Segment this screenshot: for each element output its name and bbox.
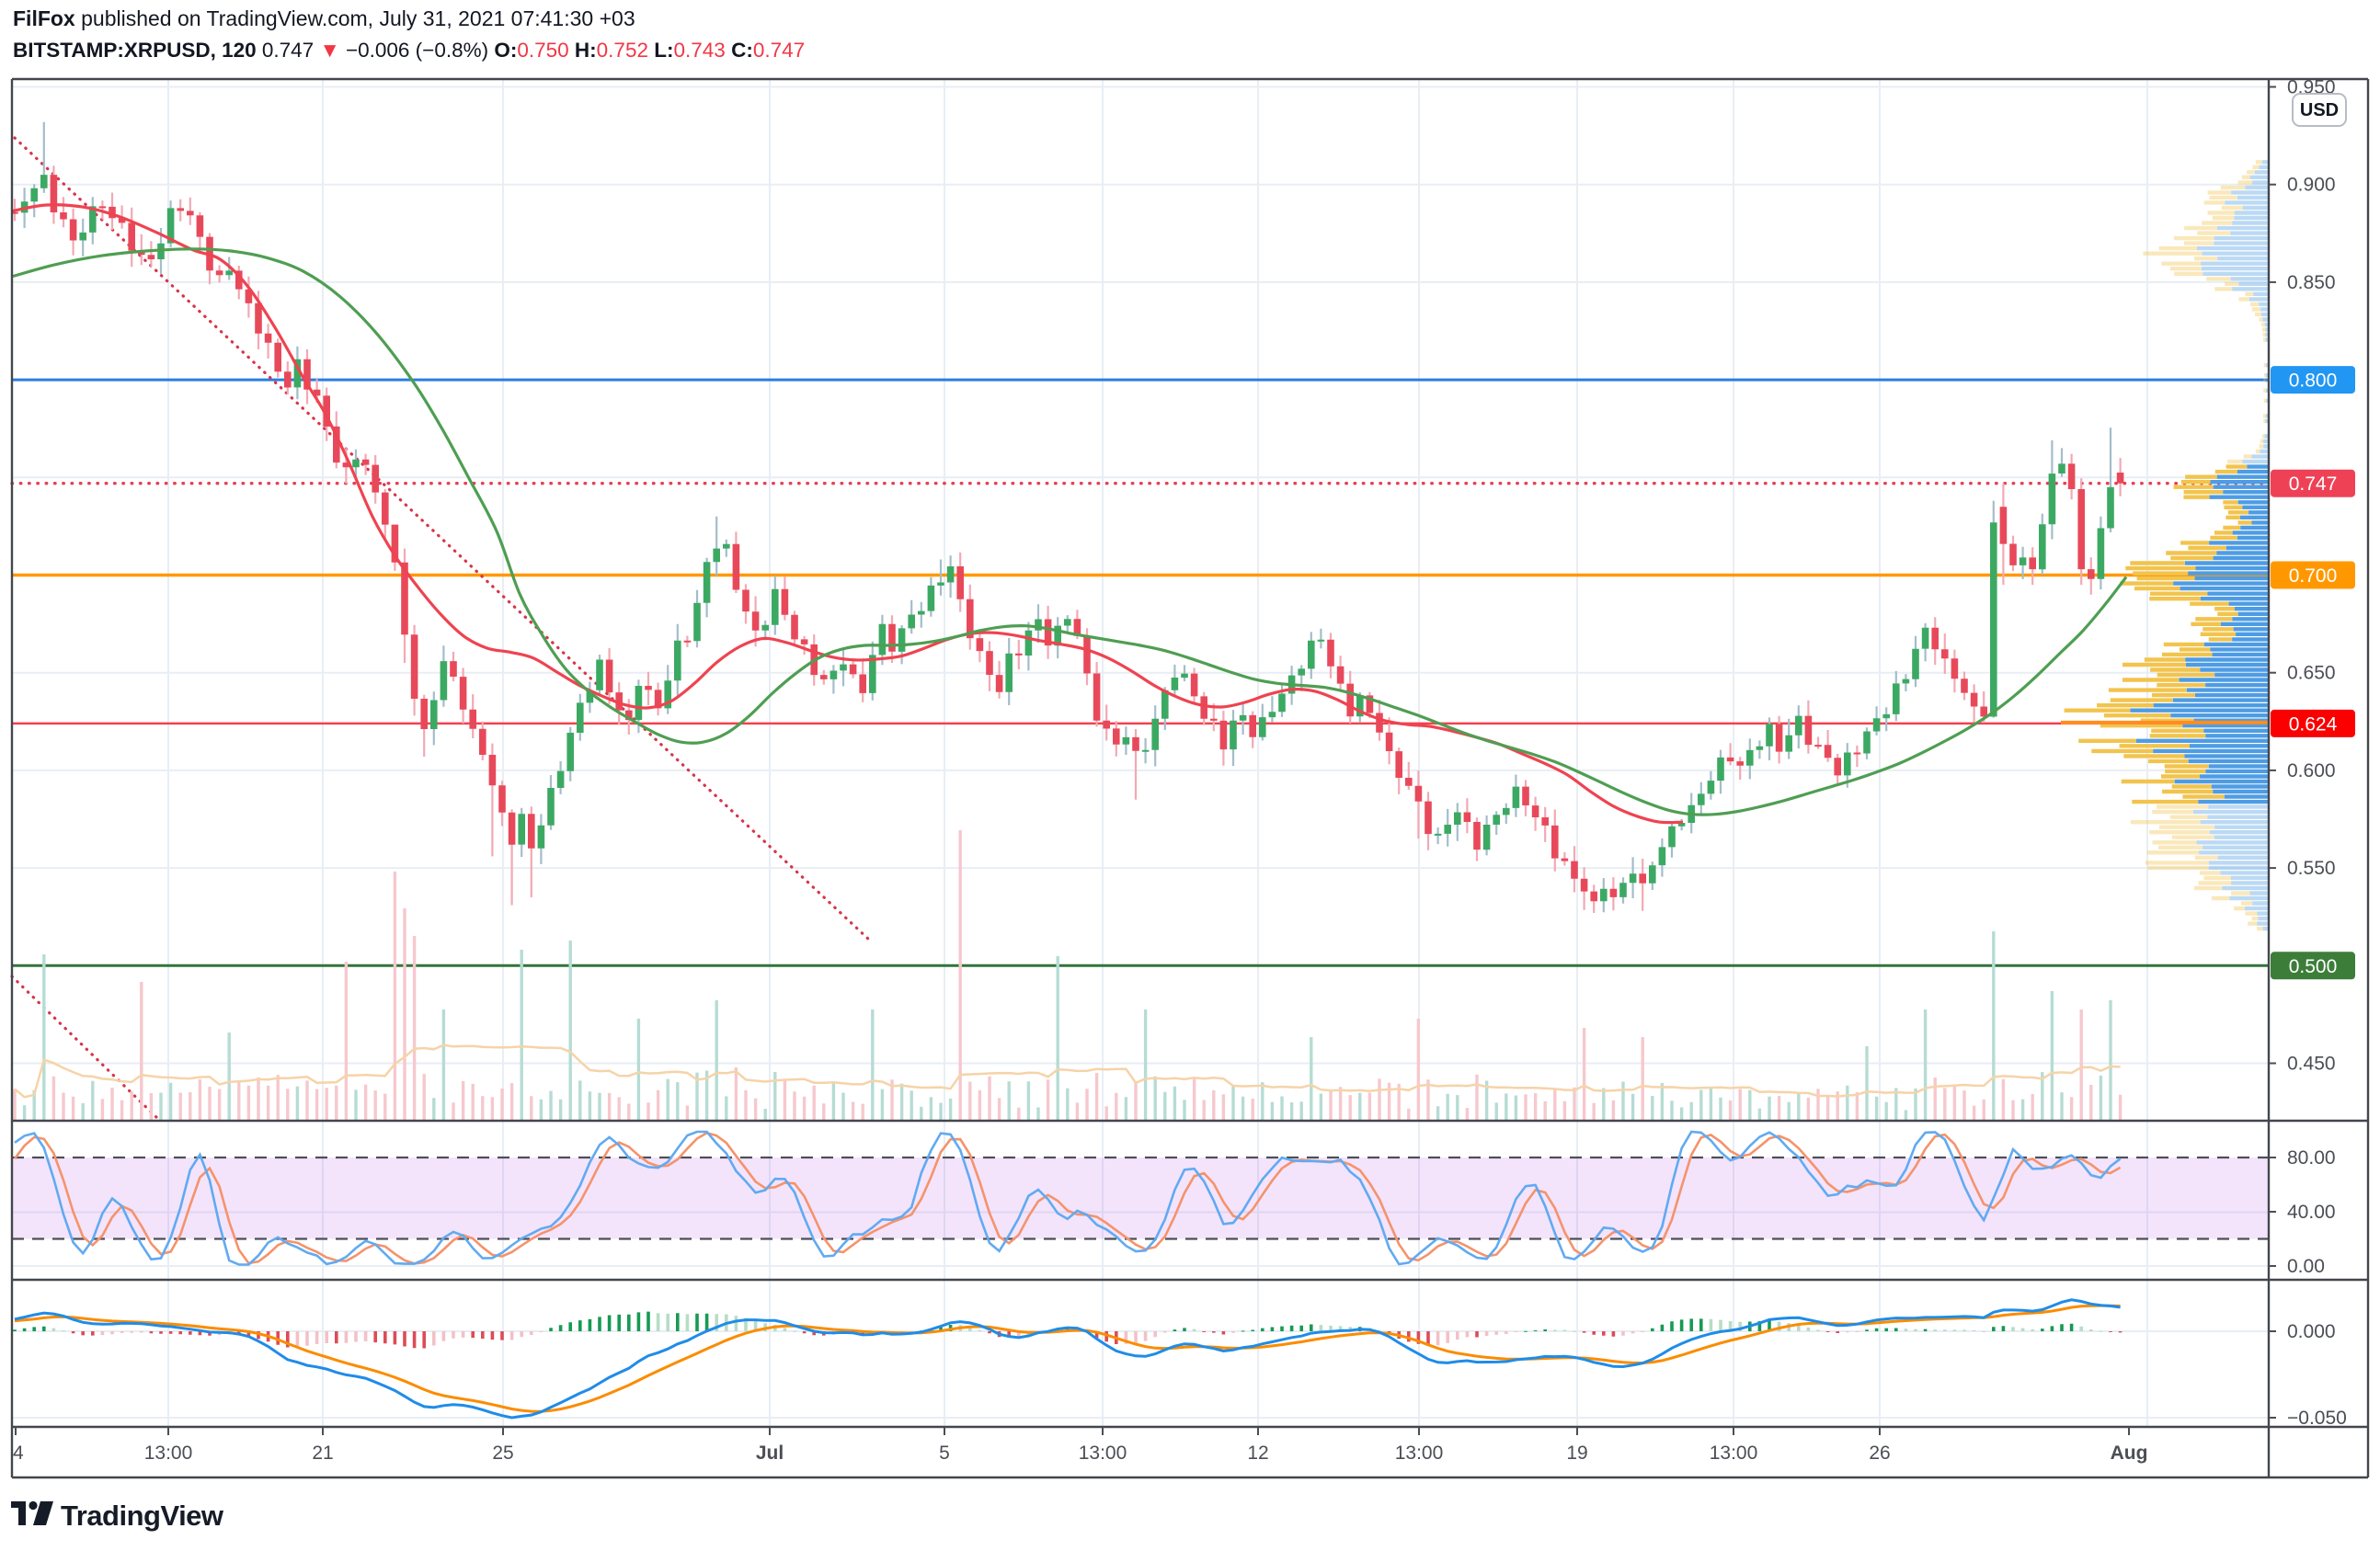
svg-text:0.550: 0.550 — [2287, 858, 2336, 879]
svg-text:TradingView: TradingView — [61, 1500, 224, 1532]
svg-text:19: 19 — [1566, 1443, 1587, 1464]
svg-text:−0.050: −0.050 — [2287, 1408, 2347, 1429]
svg-text:5: 5 — [939, 1443, 950, 1464]
svg-text:26: 26 — [1869, 1443, 1890, 1464]
svg-text:USD: USD — [2300, 100, 2339, 120]
svg-text:0.850: 0.850 — [2287, 272, 2336, 293]
svg-text:Jul: Jul — [756, 1443, 784, 1464]
svg-text:0.900: 0.900 — [2287, 175, 2336, 196]
svg-text:12: 12 — [1247, 1443, 1268, 1464]
svg-text:0.600: 0.600 — [2287, 760, 2336, 781]
svg-text:0.00: 0.00 — [2287, 1256, 2325, 1277]
svg-text:0.747: 0.747 — [2289, 473, 2338, 495]
svg-text:FilFox published on TradingVie: FilFox published on TradingView.com, Jul… — [13, 6, 635, 30]
svg-text:13:00: 13:00 — [1079, 1443, 1127, 1464]
svg-text:40.00: 40.00 — [2287, 1202, 2336, 1223]
svg-text:13:00: 13:00 — [1710, 1443, 1758, 1464]
svg-text:0.650: 0.650 — [2287, 663, 2336, 684]
svg-text:Aug: Aug — [2111, 1443, 2148, 1464]
svg-text:0.624: 0.624 — [2289, 713, 2338, 735]
svg-text:13:00: 13:00 — [144, 1443, 193, 1464]
svg-text:0.950: 0.950 — [2287, 77, 2336, 98]
svg-text:0.500: 0.500 — [2289, 956, 2338, 977]
svg-text:25: 25 — [492, 1443, 513, 1464]
svg-text:BITSTAMP:XRPUSD, 120 0.747 ▼: BITSTAMP:XRPUSD, 120 0.747 ▼ −0.006 (−0.… — [13, 39, 805, 62]
svg-text:4: 4 — [13, 1443, 24, 1464]
svg-text:0.000: 0.000 — [2287, 1321, 2336, 1342]
svg-text:80.00: 80.00 — [2287, 1147, 2336, 1169]
svg-text:0.450: 0.450 — [2287, 1054, 2336, 1075]
svg-text:13:00: 13:00 — [1395, 1443, 1444, 1464]
svg-text:21: 21 — [312, 1443, 333, 1464]
svg-text:0.700: 0.700 — [2289, 565, 2338, 587]
svg-text:0.800: 0.800 — [2289, 371, 2338, 392]
